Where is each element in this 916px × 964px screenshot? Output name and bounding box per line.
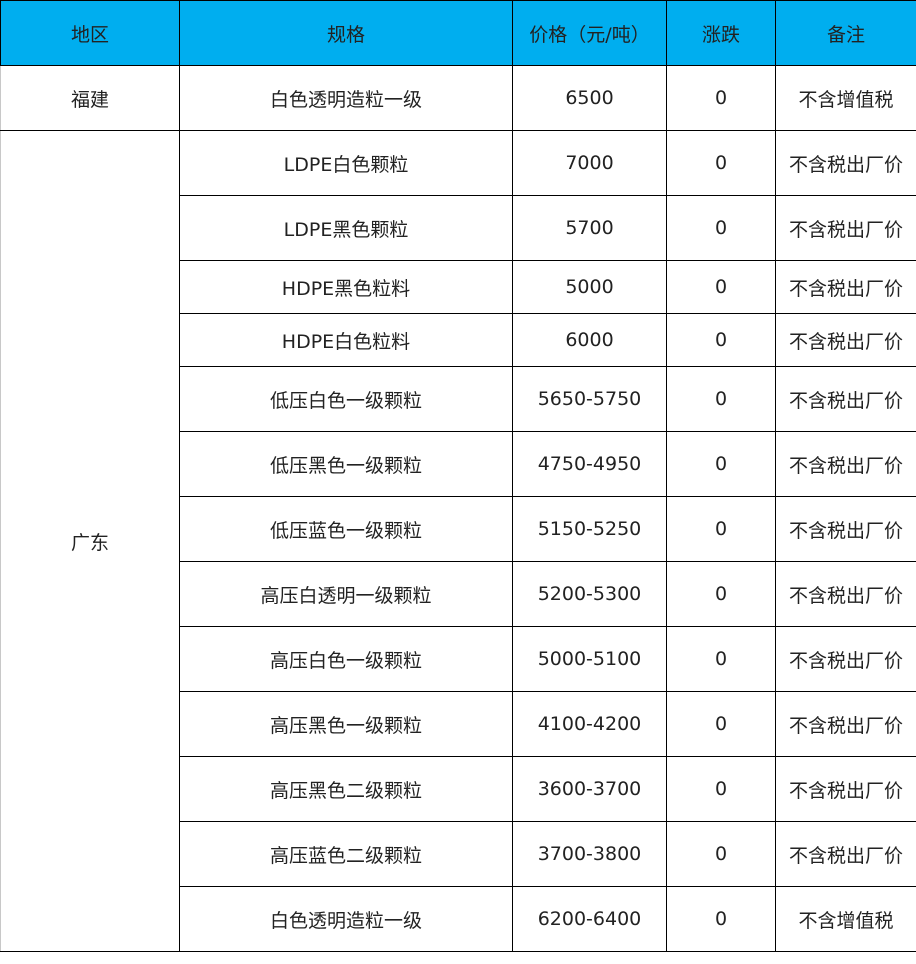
spec-cell: 高压黑色一级颗粒 [179,691,513,757]
price-cell: 5700 [512,195,667,261]
spec-cell: 高压白透明一级颗粒 [179,561,513,627]
spec-cell: 低压黑色一级颗粒 [179,431,513,497]
header-note: 备注 [775,0,916,66]
spec-cell: 高压蓝色二级颗粒 [179,821,513,887]
spec-cell: 高压白色一级颗粒 [179,626,513,692]
note-cell: 不含税出厂价 [775,626,916,692]
header-row: 地区 规格 价格（元/吨） 涨跌 备注 [0,0,916,66]
region-cell: 广东 [0,130,180,952]
table-row: LDPE黑色颗粒 5700 0 不含税出厂价 [1,195,916,261]
table-row: 低压白色一级颗粒 5650-5750 0 不含税出厂价 [1,366,916,432]
table-row: 低压黑色一级颗粒 4750-4950 0 不含税出厂价 [1,431,916,497]
change-cell: 0 [666,691,776,757]
note-cell: 不含税出厂价 [775,691,916,757]
price-cell: 3600-3700 [512,756,667,822]
price-cell: 5150-5250 [512,496,667,562]
header-region: 地区 [0,0,180,66]
spec-cell: 低压白色一级颗粒 [179,366,513,432]
change-cell: 0 [666,821,776,887]
table-row: 高压黑色一级颗粒 4100-4200 0 不含税出厂价 [1,691,916,757]
table-row: 低压蓝色一级颗粒 5150-5250 0 不含税出厂价 [1,496,916,562]
table-row: HDPE白色粒料 6000 0 不含税出厂价 [1,313,916,367]
note-cell: 不含税出厂价 [775,130,916,196]
change-cell: 0 [666,431,776,497]
change-cell: 0 [666,65,776,131]
change-cell: 0 [666,130,776,196]
region-cell: 福建 [0,65,180,131]
spec-cell: 白色透明造粒一级 [179,886,513,952]
header-spec: 规格 [179,0,513,66]
note-cell: 不含税出厂价 [775,260,916,314]
note-cell: 不含税出厂价 [775,821,916,887]
price-cell: 7000 [512,130,667,196]
change-cell: 0 [666,366,776,432]
note-cell: 不含税出厂价 [775,366,916,432]
change-cell: 0 [666,260,776,314]
note-cell: 不含税出厂价 [775,561,916,627]
note-cell: 不含增值税 [775,886,916,952]
note-cell: 不含增值税 [775,65,916,131]
note-cell: 不含税出厂价 [775,313,916,367]
table-row: 高压蓝色二级颗粒 3700-3800 0 不含税出厂价 [1,821,916,887]
spec-cell: LDPE黑色颗粒 [179,195,513,261]
spec-cell: 高压黑色二级颗粒 [179,756,513,822]
note-cell: 不含税出厂价 [775,431,916,497]
price-cell: 6200-6400 [512,886,667,952]
table-row: 白色透明造粒一级 6200-6400 0 不含增值税 [1,886,916,952]
spec-cell: LDPE白色颗粒 [179,130,513,196]
note-cell: 不含税出厂价 [775,496,916,562]
price-cell: 5000-5100 [512,626,667,692]
table-row: HDPE黑色粒料 5000 0 不含税出厂价 [1,260,916,314]
price-cell: 4750-4950 [512,431,667,497]
table-row: 广东 LDPE白色颗粒 7000 0 不含税出厂价 [0,130,916,952]
table-row: 高压白色一级颗粒 5000-5100 0 不含税出厂价 [1,626,916,692]
price-cell: 5650-5750 [512,366,667,432]
change-cell: 0 [666,626,776,692]
note-cell: 不含税出厂价 [775,756,916,822]
change-cell: 0 [666,756,776,822]
change-cell: 0 [666,561,776,627]
spec-cell: 低压蓝色一级颗粒 [179,496,513,562]
spec-cell: HDPE白色粒料 [179,313,513,367]
header-change: 涨跌 [666,0,776,66]
price-cell: 5200-5300 [512,561,667,627]
change-cell: 0 [666,496,776,562]
table-row: 福建 白色透明造粒一级 6500 0 不含增值税 [0,65,916,131]
price-cell: 3700-3800 [512,821,667,887]
header-price: 价格（元/吨） [512,0,667,66]
spec-cell: 白色透明造粒一级 [179,65,513,131]
change-cell: 0 [666,195,776,261]
price-cell: 6500 [512,65,667,131]
note-cell: 不含税出厂价 [775,195,916,261]
table-row: 高压白透明一级颗粒 5200-5300 0 不含税出厂价 [1,561,916,627]
spec-cell: HDPE黑色粒料 [179,260,513,314]
price-cell: 5000 [512,260,667,314]
change-cell: 0 [666,313,776,367]
price-cell: 6000 [512,313,667,367]
price-cell: 4100-4200 [512,691,667,757]
change-cell: 0 [666,886,776,952]
